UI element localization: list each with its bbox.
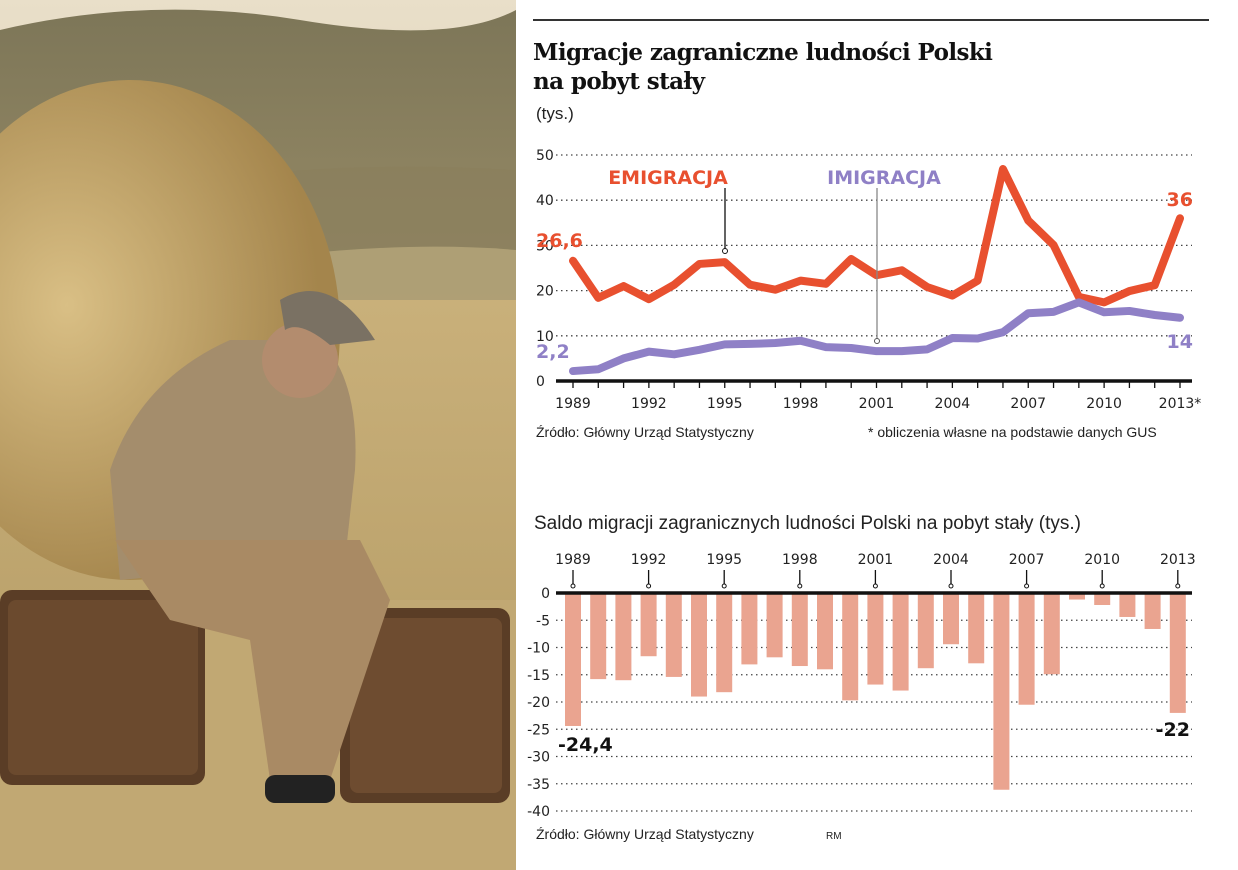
bar-2006 bbox=[993, 593, 1010, 790]
emigration-start-label: 26,6 bbox=[536, 230, 583, 252]
x-tick-label: 1998 bbox=[783, 396, 819, 412]
y-tick-label: -25 bbox=[527, 722, 550, 738]
x-tick-dot bbox=[1024, 583, 1030, 589]
bar-1992 bbox=[640, 593, 657, 657]
bar-1991 bbox=[615, 593, 632, 681]
author-initials: RM bbox=[826, 831, 842, 842]
bar-2005 bbox=[968, 593, 985, 664]
x-tick-label: 2010 bbox=[1086, 396, 1122, 412]
bar-2008 bbox=[1043, 593, 1060, 675]
bar-2001 bbox=[867, 593, 884, 685]
bar-1994 bbox=[691, 593, 707, 697]
y-tick-label: 30 bbox=[536, 238, 554, 254]
y-tick-label: 0 bbox=[541, 586, 550, 602]
emigration-end-label: 36 bbox=[1167, 189, 1193, 211]
x-tick-label: 2004 bbox=[935, 396, 971, 412]
x-tick-dot bbox=[1175, 583, 1181, 589]
immigration-line bbox=[569, 298, 1184, 376]
x-tick-label: 1992 bbox=[631, 552, 667, 568]
bar-1999 bbox=[817, 593, 833, 670]
bar-chart: 0 -5 -10 -15 -20 -25 -30 -35 -40 1989 1992 1995 1998… bbox=[527, 552, 1196, 820]
bar-chart-title: Saldo migracji zagranicznych ludności Po… bbox=[534, 513, 1082, 534]
immigration-end-label: 14 bbox=[1167, 331, 1193, 353]
x-tick-dot bbox=[872, 583, 878, 589]
bar-2013 bbox=[1169, 593, 1186, 713]
bar-2012 bbox=[1144, 593, 1161, 629]
x-tick-label: 2004 bbox=[933, 552, 969, 568]
y-tick-label: 40 bbox=[536, 193, 554, 209]
y-tick-label: 50 bbox=[536, 148, 554, 164]
top-rule bbox=[533, 19, 1209, 21]
bar-2000 bbox=[842, 593, 859, 701]
bar-2011 bbox=[1119, 593, 1136, 617]
chart-title: Migracje zagraniczne ludności Polski na … bbox=[533, 38, 1133, 96]
x-tick-dot bbox=[797, 583, 803, 589]
source-bottom: Źródło: Główny Urząd Statystyczny bbox=[536, 826, 754, 842]
bar-1989 bbox=[565, 593, 581, 726]
y-tick-label: -15 bbox=[527, 668, 550, 684]
x-tick-dot bbox=[646, 583, 652, 589]
source-top: Źródło: Główny Urząd Statystyczny bbox=[536, 424, 754, 440]
immigration-legend-label: IMIGRACJA bbox=[827, 167, 941, 189]
x-tick-dot bbox=[721, 583, 727, 589]
bar-2004 bbox=[943, 593, 959, 645]
x-tick-label: 1989 bbox=[555, 396, 591, 412]
x-tick-label: 2001 bbox=[858, 552, 894, 568]
x-tick-label: 2010 bbox=[1084, 552, 1120, 568]
y-tick-label: -20 bbox=[527, 695, 550, 711]
bar-1990 bbox=[590, 593, 607, 680]
y-tick-label: -35 bbox=[527, 777, 550, 793]
x-tick-label: 2001 bbox=[859, 396, 895, 412]
y-tick-label: 0 bbox=[536, 374, 545, 390]
x-tick-dot bbox=[570, 583, 576, 589]
bar-2009 bbox=[1069, 593, 1085, 600]
bar-2007 bbox=[1018, 593, 1035, 705]
emigration-pointer-dot bbox=[722, 248, 728, 254]
bar-1998 bbox=[791, 593, 808, 667]
x-tick-label: 2013 bbox=[1160, 552, 1196, 568]
title-line-2: na pobyt stały bbox=[533, 68, 705, 95]
illustration-photo bbox=[0, 0, 516, 870]
photo-scene bbox=[0, 0, 516, 870]
x-tick-label: 1992 bbox=[631, 396, 667, 412]
x-tick-dot bbox=[1099, 583, 1105, 589]
immigration-start-label: 2,2 bbox=[536, 341, 570, 363]
x-tick-dot bbox=[948, 583, 954, 589]
footnote: * obliczenia własne na podstawie danych … bbox=[868, 424, 1157, 440]
bar-2002 bbox=[892, 593, 909, 691]
bar-1997 bbox=[766, 593, 783, 658]
y-tick-label: 20 bbox=[536, 284, 554, 300]
y-tick-label: -40 bbox=[527, 804, 550, 820]
x-tick-label: 1995 bbox=[707, 396, 743, 412]
last-value-label: -22 bbox=[1156, 719, 1190, 741]
line-chart: 0 10 20 30 40 50 1989 1992 1995 1998 2001 2004 2007 2… bbox=[536, 148, 1202, 412]
x-tick-label: 1989 bbox=[555, 552, 591, 568]
y-tick-label: 10 bbox=[536, 329, 554, 345]
x-tick-label: 1995 bbox=[706, 552, 742, 568]
x-tick-label: 2013* bbox=[1159, 396, 1202, 412]
infographic-panel: Migracje zagraniczne ludności Polski na … bbox=[516, 0, 1238, 870]
y-tick-label: -5 bbox=[536, 613, 550, 629]
x-tick-label: 2007 bbox=[1010, 396, 1046, 412]
bar-2003 bbox=[917, 593, 934, 669]
bar-1996 bbox=[741, 593, 758, 665]
x-tick-label: 2007 bbox=[1009, 552, 1045, 568]
immigration-pointer-dot bbox=[874, 338, 880, 344]
y-tick-label: -10 bbox=[527, 641, 550, 657]
x-tick-label: 1998 bbox=[782, 552, 818, 568]
unit-label: (tys.) bbox=[536, 104, 574, 123]
bar-1993 bbox=[665, 593, 682, 677]
title-line-1: Migracje zagraniczne ludności Polski bbox=[533, 39, 993, 66]
y-tick-label: -30 bbox=[527, 750, 550, 766]
emigration-legend-label: EMIGRACJA bbox=[608, 167, 728, 189]
bar-2010 bbox=[1094, 593, 1111, 605]
first-value-label: -24,4 bbox=[558, 734, 613, 756]
bar-1995 bbox=[716, 593, 733, 693]
